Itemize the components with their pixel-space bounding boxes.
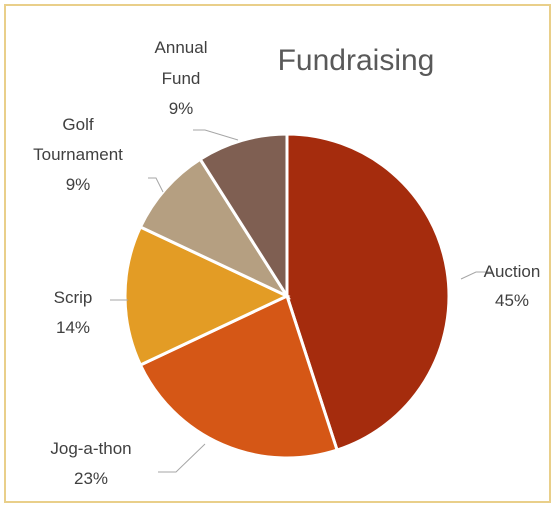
- data-label-percent: 9%: [66, 175, 91, 194]
- data-label-jog-a-thon: Jog-a-thon 23%: [50, 439, 131, 488]
- data-label-annual-fund: Annual Fund 9%: [155, 38, 208, 118]
- data-label-category: Annual: [155, 38, 208, 57]
- data-label-percent: 23%: [74, 469, 108, 488]
- leader-lines: [110, 129, 491, 473]
- chart-title: Fundraising: [278, 44, 435, 77]
- data-label-category: Scrip: [54, 288, 93, 307]
- pie-slice-jog-a-thon: [138, 293, 339, 460]
- leader-line-annual-fund: [193, 129, 239, 141]
- leader-line-golf-tournament: [148, 177, 164, 193]
- data-label-percent: 45%: [495, 291, 529, 310]
- data-label-scrip: Scrip 14%: [54, 288, 93, 337]
- leader-line-jog-a-thon: [158, 443, 206, 473]
- data-label-percent: 9%: [169, 99, 194, 118]
- data-label-category: Auction: [484, 262, 541, 281]
- pie-slice-annual-fund: [198, 132, 289, 302]
- pie-slice-auction: [285, 132, 451, 452]
- data-label-golf-tournament: Golf Tournament 9%: [33, 115, 123, 194]
- data-label-category: Tournament: [33, 145, 123, 164]
- leader-line-auction: [460, 271, 491, 280]
- pie-slice-scrip: [123, 225, 291, 367]
- data-label-category: Jog-a-thon: [50, 439, 131, 458]
- data-label-category: Fund: [162, 69, 201, 88]
- data-label-category: Golf: [62, 115, 93, 134]
- data-labels: Auction 45% Jog-a-thon 23% Scrip 14% Golf Tourn…: [33, 38, 540, 488]
- data-label-auction: Auction 45%: [484, 262, 541, 310]
- pie-slice-golf-tournament: [138, 157, 292, 300]
- data-label-percent: 14%: [56, 318, 90, 337]
- pie-slices: [123, 132, 451, 460]
